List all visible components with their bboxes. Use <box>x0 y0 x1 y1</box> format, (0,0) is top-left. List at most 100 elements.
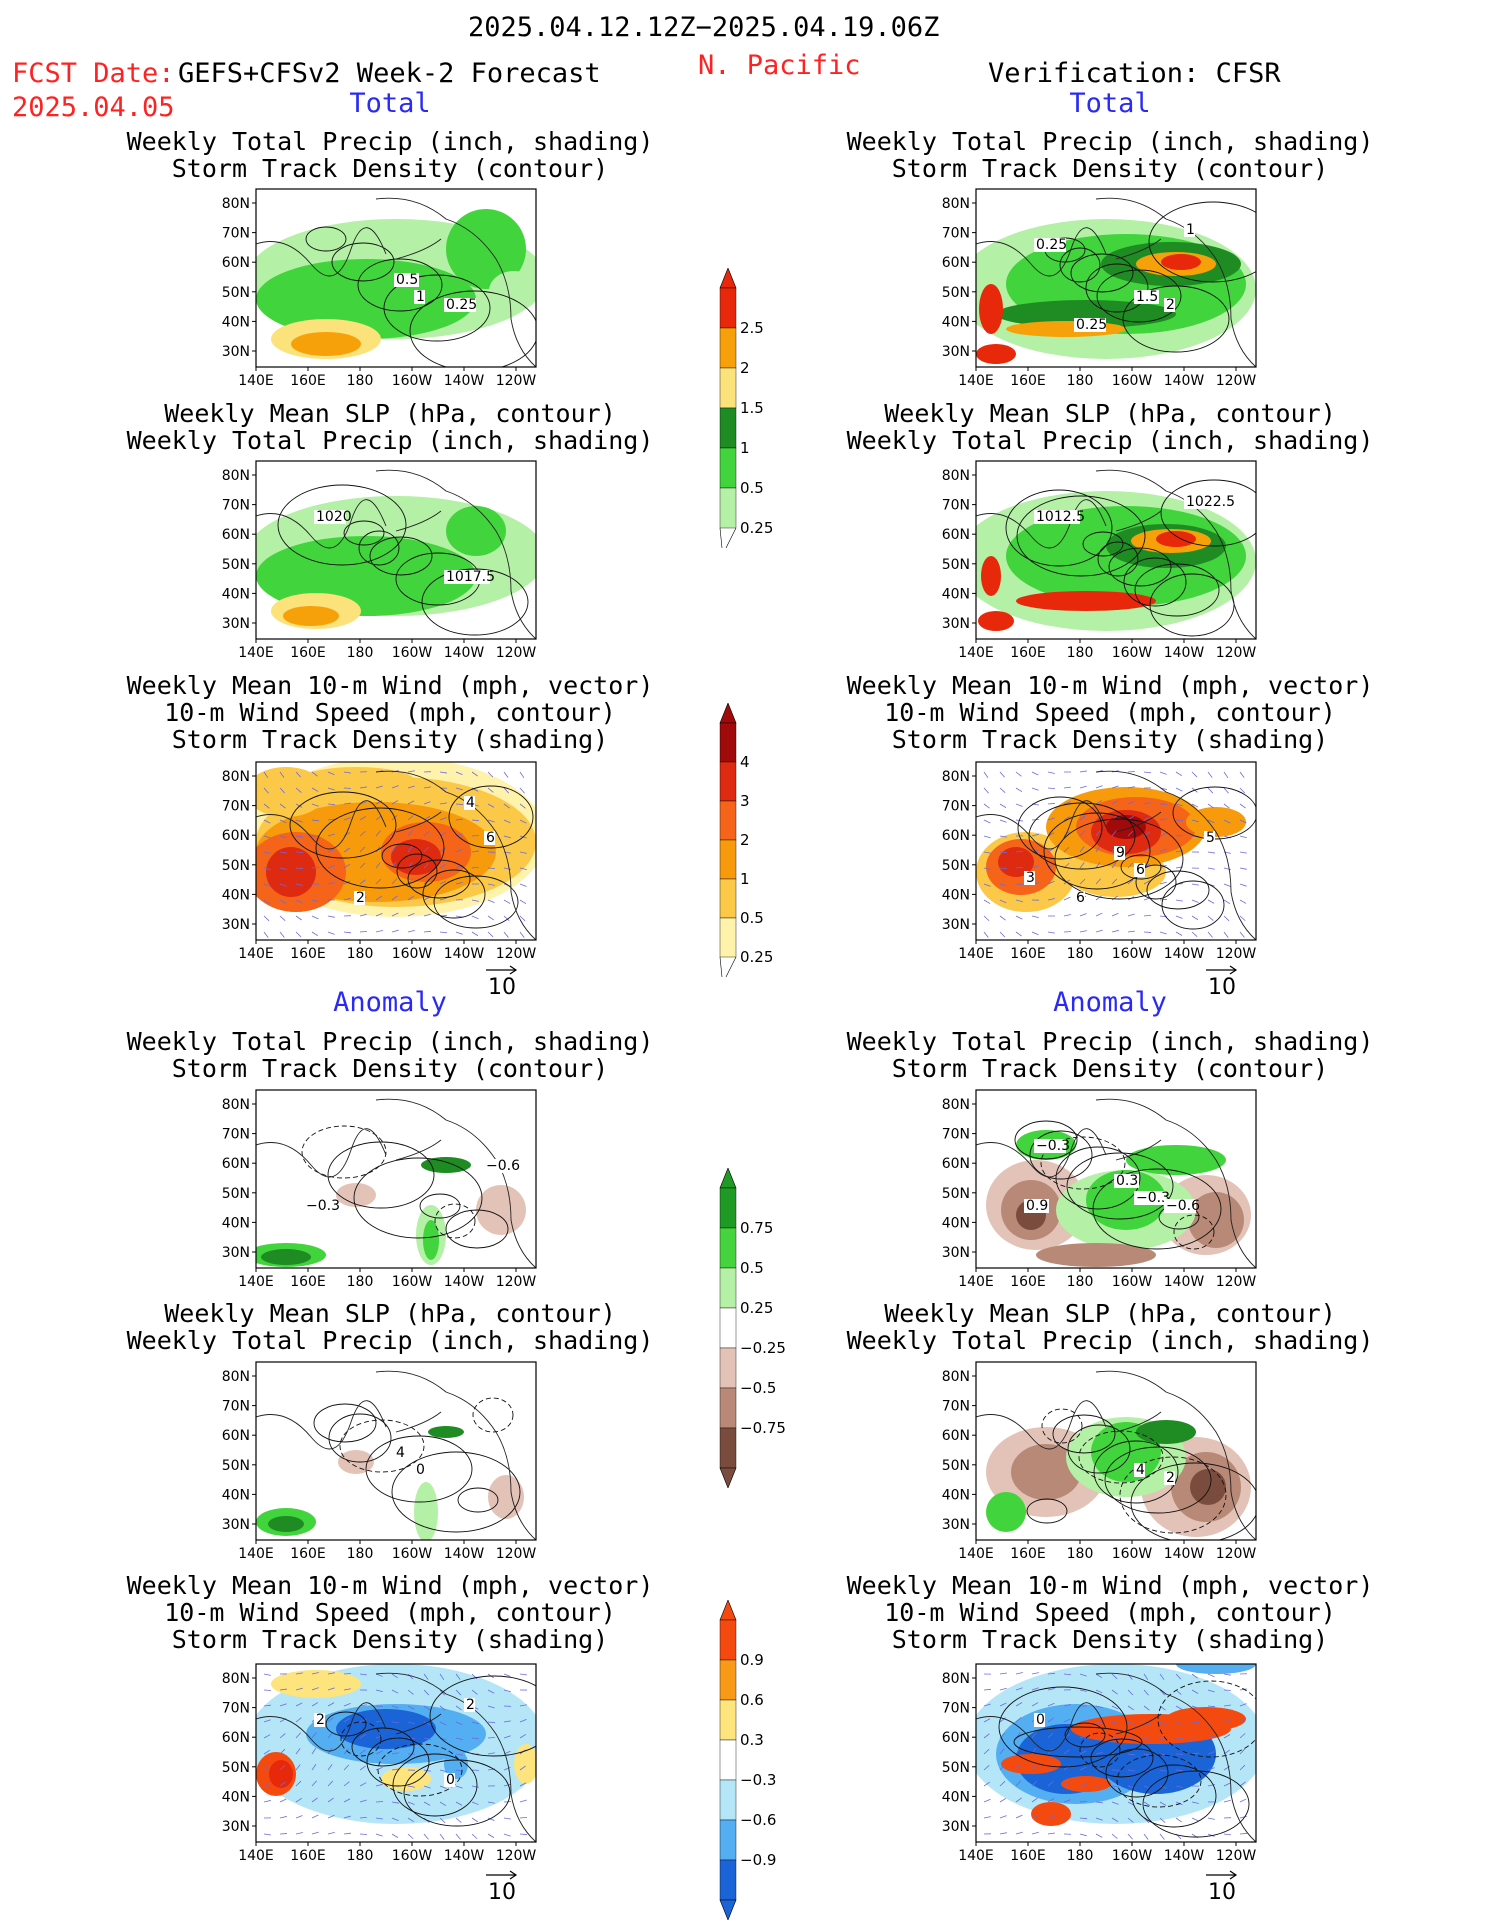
colorbar-label: −0.5 <box>740 1379 776 1397</box>
wind-vector <box>359 1799 367 1803</box>
title-f-wtot: Weekly Mean 10-m Wind (mph, vector) 10-m … <box>126 671 654 754</box>
coastline <box>1095 1098 1256 1268</box>
contour-line <box>1059 247 1101 283</box>
wind-vector <box>407 1817 415 1823</box>
wind-vector <box>439 1705 446 1711</box>
lon-tick-label: 140W <box>1164 1848 1205 1864</box>
wind-vector <box>1079 862 1085 869</box>
wind-vector <box>1079 913 1087 917</box>
title-v-panom: Weekly Total Precip (inch, shading) Storm… <box>846 1027 1374 1083</box>
wind-vector <box>1047 898 1055 901</box>
wind-vector <box>1047 1798 1055 1803</box>
contour-line <box>1016 495 1146 577</box>
colorbar-label: 0.25 <box>740 948 773 966</box>
shading-region <box>978 611 1014 631</box>
lon-tick-label: 160W <box>392 1848 433 1864</box>
lat-tick-label: 40N <box>222 887 250 903</box>
wind-vector <box>455 1721 463 1726</box>
wind-vector <box>1063 914 1071 917</box>
lat-tick-label: 30N <box>222 917 250 933</box>
wind-vector <box>311 1687 319 1691</box>
coastline <box>1095 1370 1256 1540</box>
shading-region <box>391 839 441 875</box>
wind-vector <box>503 1720 511 1723</box>
map-svg: 4 2 80N 70N 60N 50N 40N 30N 140E 160E 180 160W 140W 1… <box>942 1361 1257 1562</box>
lon-tick-label: 180 <box>1067 1274 1094 1290</box>
wind-vector <box>1063 1799 1071 1803</box>
wind-vector <box>519 851 527 854</box>
wind-vector <box>983 1688 992 1691</box>
wind-vector <box>423 831 430 837</box>
wind-vector <box>1047 1764 1053 1771</box>
wind-vector <box>1079 785 1087 789</box>
shading-region <box>266 847 316 897</box>
wind-vector <box>1175 915 1183 919</box>
wind-vector <box>1047 1672 1056 1675</box>
wind-vector <box>1207 771 1213 778</box>
wind-vector <box>279 1781 286 1787</box>
contour-label: 0.9 <box>1026 1198 1048 1214</box>
coastline <box>375 469 536 639</box>
wind-vector <box>1127 913 1135 917</box>
colorbar-segment <box>719 447 737 489</box>
contour-line <box>315 807 445 889</box>
wind-vector <box>519 819 527 824</box>
wind-vector <box>1079 830 1085 837</box>
lon-tick-label: 140E <box>238 1274 274 1290</box>
wind-vector <box>423 1721 431 1726</box>
contour-line <box>1096 269 1182 323</box>
wind-vector <box>423 930 432 933</box>
wind-vector <box>295 1748 301 1755</box>
wind-vector <box>343 1688 351 1691</box>
wind-vector <box>327 1717 334 1723</box>
colorbar-segment <box>719 1619 737 1661</box>
wind-vector <box>295 787 302 793</box>
wind-vector <box>999 1764 1005 1771</box>
lat-tick-label: 40N <box>222 1487 250 1503</box>
contour-line <box>433 875 519 929</box>
wind-vector <box>999 835 1007 838</box>
wind-vector <box>343 1781 350 1787</box>
region-label: N. Pacific <box>698 50 861 81</box>
wind-vector <box>295 1815 303 1819</box>
colorbar-segment <box>719 1227 737 1269</box>
title-f-sanom: Weekly Mean SLP (hPa, contour) Weekly Tot… <box>126 1299 654 1355</box>
contour-line <box>403 1759 511 1827</box>
lon-tick-label: 140E <box>238 373 274 389</box>
lon-tick-label: 140E <box>958 1546 994 1562</box>
wind-vector <box>471 1833 478 1840</box>
lon-tick-label: 120W <box>1216 1274 1257 1290</box>
wind-vector <box>423 801 431 805</box>
lat-tick-label: 80N <box>222 1097 250 1113</box>
wind-vector <box>503 1673 511 1677</box>
lon-tick-label: 140W <box>1164 373 1205 389</box>
wind-vector <box>471 1817 479 1823</box>
wind-vector <box>1191 819 1199 823</box>
wind-vector <box>1079 846 1085 853</box>
wind-vector <box>1143 1689 1149 1696</box>
lon-tick-label: 160E <box>290 1848 326 1864</box>
wind-vector <box>1239 1717 1247 1723</box>
wind-vector <box>327 865 335 869</box>
wind-vector <box>1207 899 1215 904</box>
wind-vector <box>487 1705 495 1709</box>
wind-vector <box>519 867 527 870</box>
contour-line <box>1043 812 1151 890</box>
coastline <box>256 800 387 850</box>
wind-vector <box>1111 1705 1119 1710</box>
wind-vector <box>1095 814 1102 821</box>
wind-vector <box>1063 896 1071 901</box>
contour-line <box>1146 870 1210 910</box>
wind-vector <box>1095 1673 1103 1679</box>
wind-vector <box>1111 1785 1119 1788</box>
lat-tick-label: 60N <box>222 1730 250 1746</box>
coastline <box>1115 238 1162 260</box>
wind-vector <box>1111 878 1118 885</box>
wind-vector <box>487 915 495 921</box>
wind-vector <box>263 803 270 809</box>
wind-vector <box>983 1765 990 1771</box>
wind-vector <box>343 802 351 805</box>
wind-vector <box>1239 1781 1246 1787</box>
wind-vector <box>471 931 479 937</box>
coastline <box>395 1411 442 1433</box>
